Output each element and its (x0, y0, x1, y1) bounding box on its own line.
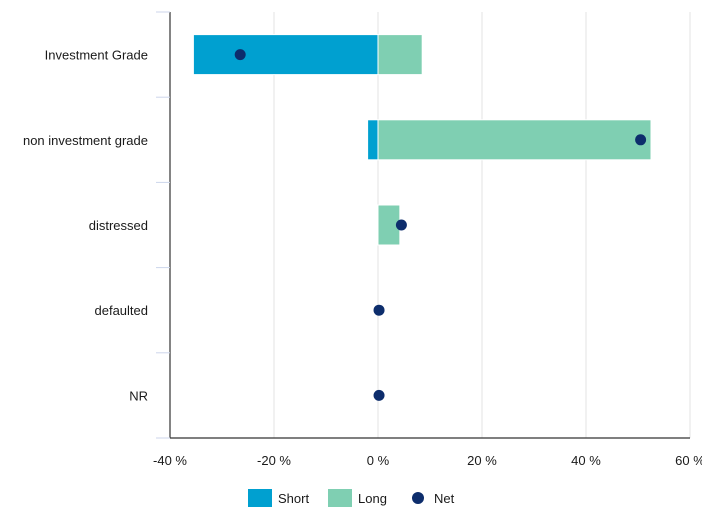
bar-short[interactable] (367, 119, 379, 161)
category-label: non investment grade (23, 133, 148, 148)
bar-long[interactable] (377, 119, 652, 161)
legend-label: Long (358, 491, 387, 506)
point-net[interactable] (234, 49, 246, 61)
legend-item-long[interactable]: Long (328, 489, 387, 507)
axes-group (156, 11, 690, 439)
x-tick-label: 20 % (467, 453, 497, 468)
legend-swatch (248, 489, 272, 507)
legend-item-short[interactable]: Short (248, 489, 309, 507)
net-points-group (234, 49, 647, 401)
legend[interactable]: Short Long Net (248, 489, 455, 507)
category-label: NR (129, 388, 148, 403)
bar-long[interactable] (377, 34, 423, 76)
point-net[interactable] (373, 389, 385, 401)
x-tick-labels: -40 % -20 % 0 % 20 % 40 % 60 % (153, 453, 702, 468)
x-tick-label: -20 % (257, 453, 291, 468)
legend-marker (412, 492, 424, 504)
x-tick-label: -40 % (153, 453, 187, 468)
point-net[interactable] (373, 304, 385, 316)
category-label: defaulted (95, 303, 149, 318)
x-tick-label: 40 % (571, 453, 601, 468)
legend-item-net[interactable]: Net (412, 491, 455, 506)
x-tick-label: 0 % (367, 453, 390, 468)
legend-label: Net (434, 491, 455, 506)
category-label: distressed (89, 218, 148, 233)
legend-label: Short (278, 491, 309, 506)
category-label: Investment Grade (45, 48, 148, 63)
legend-swatch (328, 489, 352, 507)
point-net[interactable] (635, 134, 647, 146)
point-net[interactable] (395, 219, 407, 231)
bars-group (192, 34, 652, 246)
x-tick-label: 60 % (675, 453, 702, 468)
grid-lines (273, 12, 691, 438)
bar-short[interactable] (192, 34, 379, 76)
category-labels: Investment Grade non investment grade dist… (23, 48, 148, 404)
